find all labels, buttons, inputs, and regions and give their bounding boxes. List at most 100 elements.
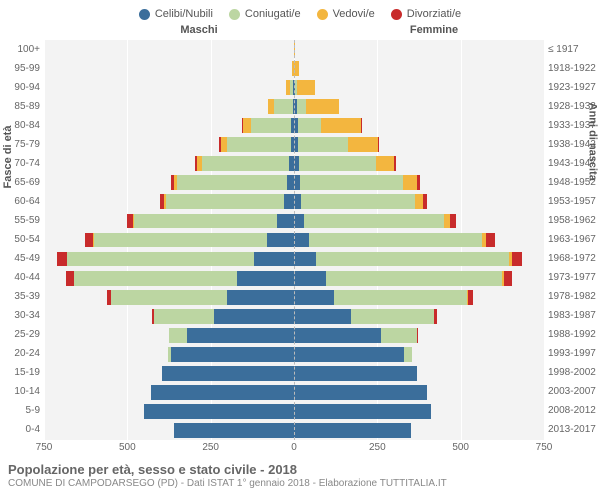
bar-female: [294, 309, 544, 324]
bar-female: [294, 137, 544, 152]
bar-segment: [297, 80, 315, 95]
bar-female: [294, 404, 544, 419]
bar-male: [44, 328, 294, 343]
bar-female: [294, 156, 544, 171]
bar-segment: [378, 137, 379, 152]
bar-female: [294, 252, 544, 267]
bar-segment: [294, 385, 427, 400]
header-female: Femmine: [294, 24, 544, 40]
bar-segment: [294, 328, 381, 343]
bar-segment: [254, 252, 294, 267]
legend-label: Divorziati/e: [407, 8, 461, 20]
bar-male: [44, 214, 294, 229]
bar-female: [294, 385, 544, 400]
y-label-birth: ≤ 1917: [548, 45, 600, 55]
y-label-birth: 1998-2002: [548, 368, 600, 378]
x-tick: 500: [452, 442, 469, 453]
y-label-birth: 2003-2007: [548, 387, 600, 397]
bar-segment: [415, 194, 423, 209]
bar-male: [44, 290, 294, 305]
bar-segment: [294, 366, 417, 381]
bar-segment: [237, 271, 294, 286]
bar-segment: [306, 99, 339, 114]
x-tick: 750: [36, 442, 53, 453]
bar-segment: [154, 309, 214, 324]
bar-segment: [66, 271, 73, 286]
bar-segment: [294, 233, 309, 248]
bar-segment: [294, 290, 334, 305]
bar-segment: [298, 137, 348, 152]
y-label-age: 35-39: [0, 292, 40, 302]
y-label-age: 70-74: [0, 159, 40, 169]
bar-segment: [151, 385, 294, 400]
bar-segment: [334, 290, 467, 305]
bar-segment: [94, 233, 267, 248]
bar-segment: [277, 214, 294, 229]
bar-segment: [74, 271, 237, 286]
x-tick: 0: [291, 442, 297, 453]
bar-female: [294, 271, 544, 286]
y-label-birth: 1923-1927: [548, 83, 600, 93]
bar-segment: [348, 137, 378, 152]
bar-segment: [417, 175, 420, 190]
bar-male: [44, 271, 294, 286]
y-label-birth: 1993-1997: [548, 349, 600, 359]
bar-segment: [202, 156, 289, 171]
bar-segment: [268, 99, 275, 114]
bar-segment: [294, 271, 326, 286]
bar-segment: [304, 214, 444, 229]
y-label-age: 15-19: [0, 368, 40, 378]
bar-segment: [504, 271, 512, 286]
bar-segment: [423, 194, 427, 209]
bar-female: [294, 423, 544, 438]
legend: Celibi/NubiliConiugati/eVedovi/eDivorzia…: [0, 0, 600, 24]
bar-male: [44, 61, 294, 76]
chart-title: Popolazione per età, sesso e stato civil…: [8, 462, 592, 477]
bar-segment: [227, 137, 290, 152]
y-label-birth: 1933-1937: [548, 121, 600, 131]
bar-segment: [294, 309, 351, 324]
y-label-age: 20-24: [0, 349, 40, 359]
y-label-age: 25-29: [0, 330, 40, 340]
bar-male: [44, 80, 294, 95]
bar-segment: [169, 328, 187, 343]
bar-segment: [227, 290, 294, 305]
bar-segment: [294, 194, 301, 209]
y-label-birth: 1968-1972: [548, 254, 600, 264]
legend-swatch: [229, 9, 240, 20]
y-label-age: 0-4: [0, 425, 40, 435]
bar-female: [294, 61, 544, 76]
legend-item: Coniugati/e: [229, 6, 301, 22]
bar-female: [294, 347, 544, 362]
bar-segment: [243, 118, 251, 133]
bar-segment: [251, 118, 291, 133]
header-male: Maschi: [44, 24, 294, 40]
y-label-age: 80-84: [0, 121, 40, 131]
bar-segment: [361, 118, 362, 133]
bar-segment: [85, 233, 93, 248]
y-label-birth: 2008-2012: [548, 406, 600, 416]
bar-segment: [111, 290, 228, 305]
bar-segment: [486, 233, 494, 248]
y-label-birth: 1988-1992: [548, 330, 600, 340]
bar-segment: [300, 175, 403, 190]
x-axis: 7505002500250500750: [44, 440, 544, 458]
bar-segment: [134, 214, 277, 229]
bar-male: [44, 175, 294, 190]
bar-segment: [450, 214, 456, 229]
bar-male: [44, 385, 294, 400]
bar-male: [44, 118, 294, 133]
bar-segment: [174, 423, 294, 438]
bar-segment: [274, 99, 292, 114]
gridline: [544, 40, 545, 440]
y-label-age: 60-64: [0, 197, 40, 207]
y-label-birth: 1948-1952: [548, 178, 600, 188]
y-label-age: 55-59: [0, 216, 40, 226]
bar-segment: [294, 423, 411, 438]
y-label-birth: 1958-1962: [548, 216, 600, 226]
legend-swatch: [139, 9, 150, 20]
bar-male: [44, 99, 294, 114]
y-label-birth: 1918-1922: [548, 64, 600, 74]
bar-female: [294, 118, 544, 133]
bar-female: [294, 328, 544, 343]
